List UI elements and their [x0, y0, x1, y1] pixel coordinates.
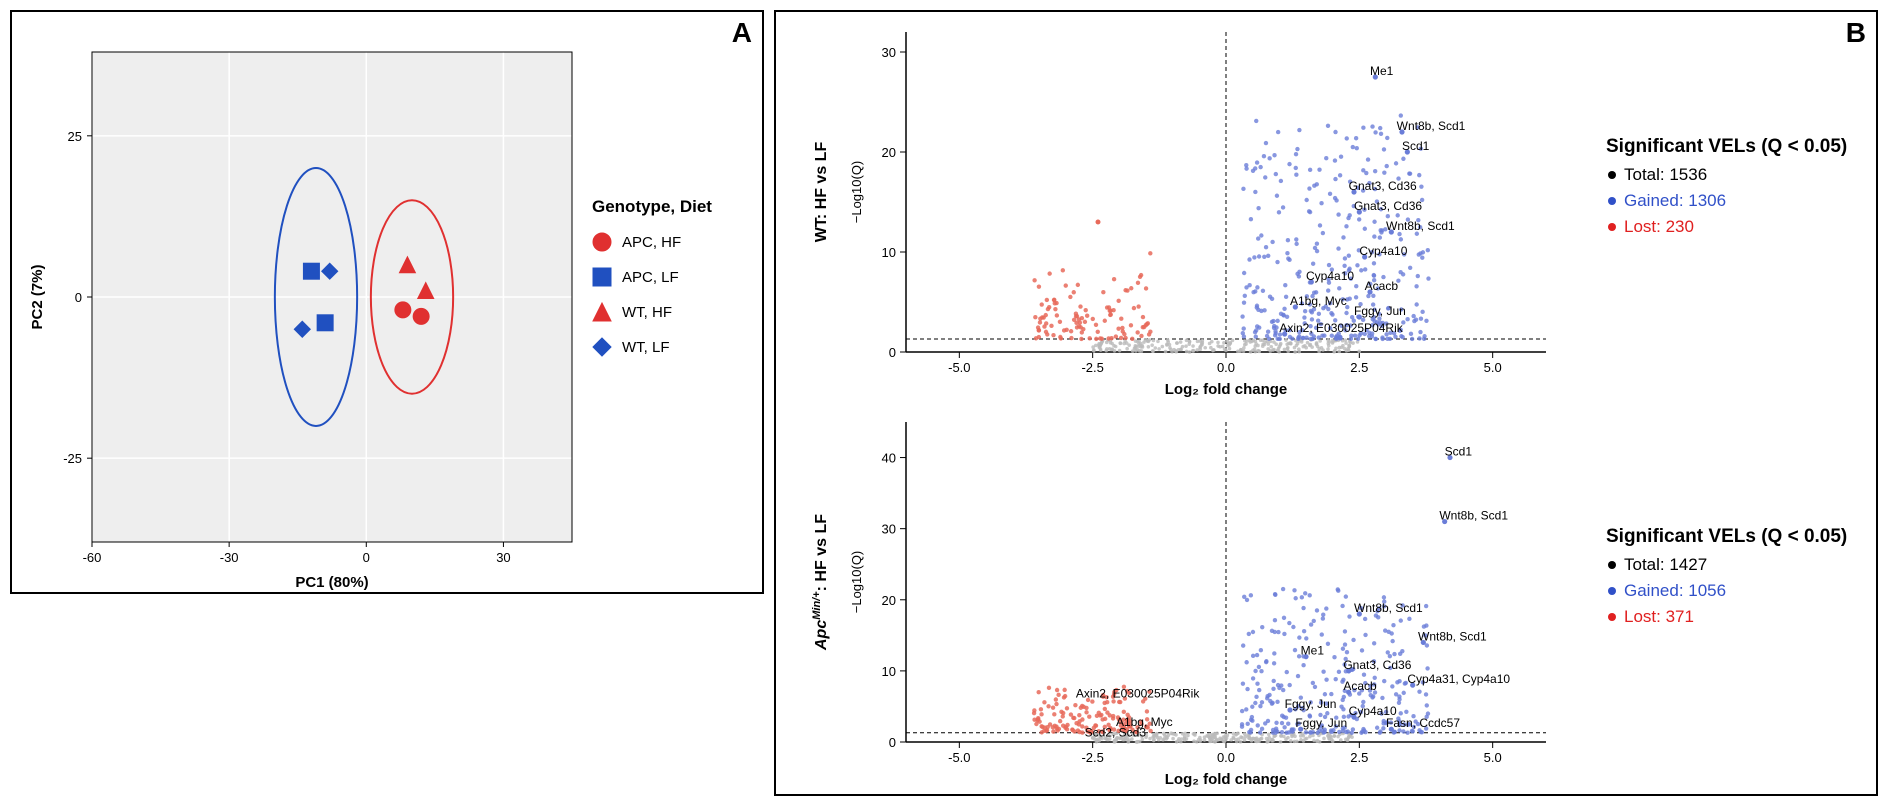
svg-text:−Log10(Q): −Log10(Q)	[849, 161, 864, 224]
svg-text:Acacb: Acacb	[1365, 279, 1399, 293]
panel-b-label: B	[1846, 17, 1866, 49]
svg-text:Cyp4a10: Cyp4a10	[1306, 269, 1354, 283]
svg-text:5.0: 5.0	[1484, 360, 1502, 375]
svg-text:-30: -30	[220, 550, 239, 565]
svg-text:Total: 1427: Total: 1427	[1624, 555, 1707, 574]
svg-text:10: 10	[882, 664, 896, 679]
svg-text:Fggy, Jun: Fggy, Jun	[1354, 304, 1406, 318]
svg-text:-60: -60	[83, 550, 102, 565]
svg-text:Gained: 1306: Gained: 1306	[1624, 191, 1726, 210]
panel-b: B -5.0 -2.5 0.0 2.5 5.0 0 10 20 30 Me1 Wnt8b, Scd1…	[774, 10, 1878, 796]
svg-text:Gnat3, Cd36: Gnat3, Cd36	[1354, 199, 1422, 213]
svg-text:20: 20	[882, 593, 896, 608]
svg-text:2.5: 2.5	[1350, 360, 1368, 375]
svg-text:APC, LF: APC, LF	[622, 269, 679, 286]
svg-text:40: 40	[882, 451, 896, 466]
svg-text:-2.5: -2.5	[1081, 360, 1103, 375]
svg-text:Cyp4a31, Cyp4a10: Cyp4a31, Cyp4a10	[1407, 672, 1510, 686]
volcano-plot-wt: -5.0 -2.5 0.0 2.5 5.0 0 10 20 30 Me1 Wnt8b, Scd1 Sc…	[776, 12, 1876, 402]
svg-text:0: 0	[75, 290, 82, 305]
svg-text:PC2 (7%): PC2 (7%)	[29, 264, 46, 329]
svg-text:0.0: 0.0	[1217, 360, 1235, 375]
svg-text:30: 30	[496, 550, 510, 565]
svg-text:Fggy, Jun: Fggy, Jun	[1285, 697, 1337, 711]
svg-text:Axin2, E030025P04Rik: Axin2, E030025P04Rik	[1076, 686, 1200, 700]
svg-text:-2.5: -2.5	[1081, 750, 1103, 765]
volcano-plot-apc: -5.0 -2.5 0.0 2.5 5.0 0 10 20 30 40 Scd1 Wnt8b, Scd…	[776, 402, 1876, 792]
panel-a: A -60 -30 0 30 -25 0 25 PC1 (80%) PC2 (7%) Genoty…	[10, 10, 764, 594]
svg-text:Acacb: Acacb	[1343, 679, 1377, 693]
svg-text:Cyp4a10: Cyp4a10	[1359, 244, 1407, 258]
svg-text:Total: 1536: Total: 1536	[1624, 165, 1707, 184]
svg-text:30: 30	[882, 522, 896, 537]
svg-text:-5.0: -5.0	[948, 750, 970, 765]
svg-text:APC, HF: APC, HF	[622, 234, 681, 251]
svg-text:Scd1: Scd1	[1402, 139, 1430, 153]
svg-text:Gnat3, Cd36: Gnat3, Cd36	[1349, 179, 1417, 193]
svg-text:20: 20	[882, 145, 896, 160]
svg-text:Gained: 1056: Gained: 1056	[1624, 581, 1726, 600]
svg-text:0: 0	[889, 735, 896, 750]
svg-text:Log₂ fold change: Log₂ fold change	[1165, 381, 1288, 398]
svg-text:Gnat3, Cd36: Gnat3, Cd36	[1343, 658, 1411, 672]
svg-text:Wnt8b, Scd1: Wnt8b, Scd1	[1386, 219, 1455, 233]
svg-text:Scd1: Scd1	[1445, 445, 1473, 459]
svg-text:-25: -25	[63, 451, 82, 466]
svg-text:0: 0	[363, 550, 370, 565]
svg-text:Wnt8b, Scd1: Wnt8b, Scd1	[1418, 629, 1487, 643]
svg-text:2.5: 2.5	[1350, 750, 1368, 765]
svg-text:WT, HF: WT, HF	[622, 304, 672, 321]
svg-text:Genotype, Diet: Genotype, Diet	[592, 197, 712, 216]
svg-text:ApcMin/+: HF vs LF: ApcMin/+: HF vs LF	[811, 514, 830, 651]
svg-text:Fggy, Jun: Fggy, Jun	[1295, 716, 1347, 730]
svg-text:Me1: Me1	[1301, 644, 1325, 658]
svg-text:Lost: 230: Lost: 230	[1624, 217, 1694, 236]
svg-text:Scd2, Scd3: Scd2, Scd3	[1085, 725, 1147, 739]
svg-text:Fasn, Ccdc57: Fasn, Ccdc57	[1386, 716, 1460, 730]
pca-scatter-plot: -60 -30 0 30 -25 0 25 PC1 (80%) PC2 (7%) Genotype…	[12, 12, 762, 592]
svg-text:−Log10(Q): −Log10(Q)	[849, 551, 864, 614]
svg-text:5.0: 5.0	[1484, 750, 1502, 765]
svg-text:Wnt8b, Scd1: Wnt8b, Scd1	[1354, 601, 1423, 615]
svg-text:-5.0: -5.0	[948, 360, 970, 375]
svg-text:25: 25	[68, 129, 82, 144]
svg-text:Wnt8b, Scd1: Wnt8b, Scd1	[1397, 119, 1466, 133]
svg-text:Axin2, E030025P04Rik: Axin2, E030025P04Rik	[1279, 321, 1403, 335]
svg-text:A1bg, Myc: A1bg, Myc	[1290, 294, 1347, 308]
panel-a-label: A	[732, 17, 752, 49]
svg-text:0.0: 0.0	[1217, 750, 1235, 765]
svg-text:Lost: 371: Lost: 371	[1624, 607, 1694, 626]
svg-text:WT: HF vs LF: WT: HF vs LF	[813, 142, 830, 243]
svg-text:0: 0	[889, 345, 896, 360]
svg-text:PC1 (80%): PC1 (80%)	[295, 574, 368, 591]
svg-text:Log₂ fold change: Log₂ fold change	[1165, 771, 1288, 788]
svg-text:30: 30	[882, 45, 896, 60]
svg-text:Significant VELs (Q < 0.05): Significant VELs (Q < 0.05)	[1606, 526, 1847, 547]
svg-text:Significant VELs (Q < 0.05): Significant VELs (Q < 0.05)	[1606, 136, 1847, 157]
svg-text:Me1: Me1	[1370, 64, 1394, 78]
svg-text:Wnt8b, Scd1: Wnt8b, Scd1	[1439, 509, 1508, 523]
svg-text:10: 10	[882, 245, 896, 260]
svg-text:WT, LF: WT, LF	[622, 339, 670, 356]
